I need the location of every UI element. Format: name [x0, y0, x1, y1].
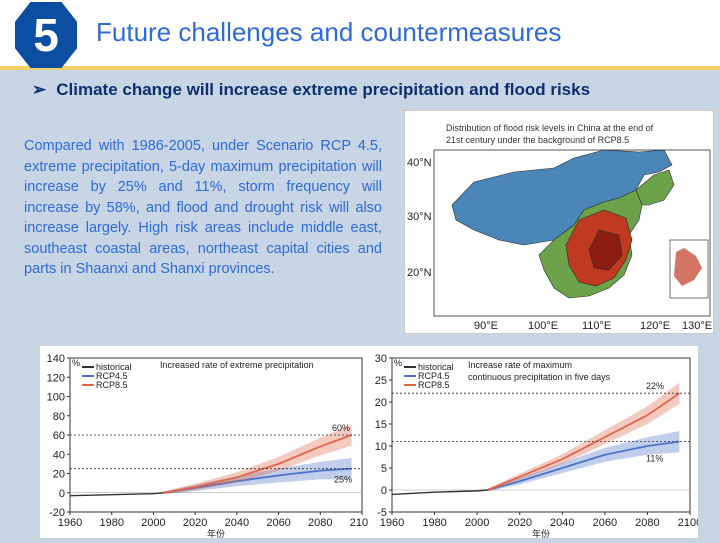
y-tick-label: 40 [53, 449, 65, 461]
annotation-label: 22% [646, 381, 664, 391]
y-tick-label: 0 [381, 485, 387, 497]
chart-extreme-precipitation: -20 0 20 40 60 80 100 120 140 1960 1980 2000 2020 204… [40, 346, 374, 539]
x-tick-label: 2080 [635, 517, 659, 529]
annotation-label: 25% [334, 475, 352, 485]
bullet-text: Climate change will increase extreme pre… [56, 80, 591, 99]
x-tick-label: 2020 [507, 517, 531, 529]
x-tick-label: 2100 [350, 517, 370, 529]
lon-label: 90°E [474, 320, 498, 332]
x-tick-label: 2100 [678, 517, 698, 529]
lat-label: 40°N [407, 157, 432, 169]
flood-risk-map: Distribution of flood risk levels in Chi… [403, 109, 715, 335]
x-tick-label: 1960 [58, 517, 82, 529]
x-tick-label: 2000 [465, 517, 489, 529]
y-tick-label: 30 [375, 353, 387, 365]
legend-entry: RCP8.5 [418, 380, 450, 390]
annotation-label: 11% [646, 454, 663, 464]
y-axis-label: % [72, 358, 80, 368]
header-divider [0, 66, 720, 70]
x-tick-label: 2000 [141, 517, 165, 529]
china-risk-map [451, 149, 709, 299]
y-tick-label: 80 [53, 411, 65, 423]
map-caption-line2: 21st century under the background of RCP… [446, 135, 629, 145]
x-tick-label: 1960 [380, 517, 404, 529]
lon-label: 110°E [582, 320, 611, 332]
chart-title: Increased rate of extreme precipitation [160, 360, 314, 370]
y-tick-label: 100 [47, 392, 65, 404]
series-line [487, 440, 680, 491]
x-axis-label: 年份 [532, 528, 550, 538]
plot-area [391, 357, 691, 513]
chart-title: Increase rate of maximum [468, 360, 572, 370]
page-title: Future challenges and countermeasures [96, 17, 562, 47]
series-line [391, 489, 488, 496]
legend-entry: RCP8.5 [96, 380, 128, 390]
y-tick-label: 10 [375, 441, 387, 453]
y-tick-label: 25 [375, 375, 387, 387]
legend-entry: RCP4.5 [96, 371, 128, 381]
x-tick-label: 2020 [183, 517, 207, 529]
series-line [69, 492, 164, 497]
y-tick-label: 0 [59, 488, 65, 500]
y-tick-label: 140 [47, 353, 65, 365]
lat-label: 30°N [407, 211, 432, 223]
series-line [163, 434, 352, 494]
y-tick-label: 120 [47, 372, 65, 384]
lon-label: 130°E [682, 320, 712, 332]
annotation-label: 60% [332, 423, 350, 433]
legend-entry: historical [418, 362, 454, 372]
lon-label: 120°E [640, 320, 670, 332]
series-line [487, 392, 680, 491]
x-tick-label: 1980 [99, 517, 123, 529]
x-axis-label: 年份 [207, 528, 225, 538]
chart-five-day-precipitation: -5 0 5 10 15 20 25 30 1960 1980 2000 2020 2040 2060 20… [368, 346, 702, 539]
y-tick-label: 5 [381, 463, 387, 475]
uncertainty-band [487, 382, 680, 492]
section-number-badge: 5 [15, 2, 77, 68]
y-tick-label: 20 [53, 469, 65, 481]
x-tick-label: 2040 [225, 517, 249, 529]
x-tick-label: 2040 [550, 517, 574, 529]
section-number: 5 [33, 9, 59, 61]
y-tick-label: 15 [375, 419, 387, 431]
header-band [0, 0, 720, 68]
legend-entry: RCP4.5 [418, 371, 450, 381]
bullet-point: ➢ Climate change will increase extreme pr… [32, 80, 590, 100]
x-tick-label: 2060 [266, 517, 290, 529]
legend-entry: historical [96, 362, 132, 372]
x-tick-label: 2080 [308, 517, 332, 529]
map-caption-line1: Distribution of flood risk levels in Chi… [446, 123, 654, 133]
x-tick-label: 2060 [593, 517, 617, 529]
y-tick-label: -20 [49, 507, 65, 519]
body-paragraph: Compared with 1986-2005, under Scenario … [24, 138, 382, 277]
y-axis-label: % [394, 358, 402, 368]
uncertainty-band [163, 424, 352, 495]
y-tick-label: -5 [377, 507, 387, 519]
x-tick-label: 1980 [422, 517, 446, 529]
arrow-bullet-icon: ➢ [32, 80, 47, 99]
y-tick-label: 20 [375, 397, 387, 409]
lon-label: 100°E [528, 320, 558, 332]
y-tick-label: 60 [53, 430, 65, 442]
lat-label: 20°N [407, 267, 432, 279]
chart-title: continuous precipitation in five days [468, 372, 611, 382]
